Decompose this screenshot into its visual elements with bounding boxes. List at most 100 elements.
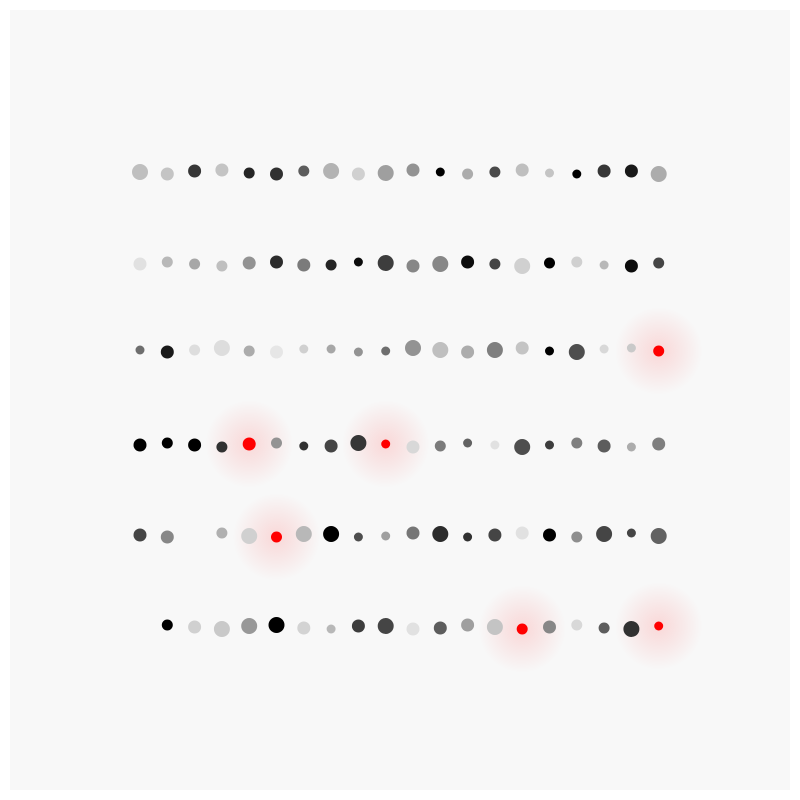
grid-dot (434, 440, 446, 452)
grid-dot (406, 440, 420, 454)
grid-dot (650, 166, 667, 182)
grid-dot (490, 440, 500, 450)
grid-dot (543, 620, 556, 634)
grid-dot (377, 618, 394, 634)
grid-dot (243, 167, 255, 179)
grid-dot (324, 439, 338, 453)
grid-dot (216, 260, 228, 272)
grid-dot (461, 345, 475, 359)
grid-dot (243, 345, 255, 357)
grid-dot (189, 344, 201, 356)
grid-dot (626, 343, 636, 353)
grid-dot (514, 258, 531, 274)
grid-dot (597, 164, 611, 178)
grid-dot (515, 526, 529, 540)
grid-dot (189, 258, 201, 270)
grid-dot (599, 260, 609, 270)
highlight-dot (271, 531, 282, 543)
grid-dot (406, 259, 420, 273)
grid-dot (462, 168, 474, 180)
grid-dot (571, 437, 583, 449)
grid-dot (623, 621, 640, 637)
grid-dot (299, 344, 309, 354)
grid-dot (406, 526, 420, 540)
grid-dot (161, 619, 173, 631)
grid-dot (213, 621, 230, 637)
grid-dot (270, 345, 283, 359)
grid-dot (215, 163, 229, 177)
grid-dot (353, 257, 363, 267)
grid-dot (543, 528, 556, 542)
grid-dot (161, 437, 173, 449)
grid-dot (326, 344, 336, 354)
grid-dot (571, 619, 583, 631)
grid-dot (326, 624, 336, 634)
grid-dot (160, 345, 174, 359)
grid-dot (133, 257, 147, 271)
grid-dot (216, 527, 228, 539)
grid-dot (295, 526, 312, 542)
grid-dot (160, 167, 174, 181)
dot-layer (132, 163, 667, 637)
grid-dot (486, 619, 503, 635)
highlight-dot (653, 345, 665, 357)
grid-dot (271, 437, 282, 449)
grid-dot (624, 259, 638, 273)
grid-dot (381, 531, 391, 541)
grid-dot (488, 528, 502, 542)
grid-dot (596, 526, 613, 542)
grid-dot (241, 528, 258, 544)
grid-dot (133, 528, 147, 542)
grid-dot (432, 342, 449, 358)
highlight-dot (516, 623, 528, 635)
grid-dot (650, 528, 667, 544)
grid-dot (323, 163, 340, 179)
grid-dot (652, 437, 666, 451)
grid-dot (489, 166, 501, 178)
grid-dot (514, 439, 531, 455)
grid-dot (463, 438, 473, 448)
grid-dot (323, 526, 340, 542)
grid-dot (188, 620, 202, 634)
grid-dot (133, 438, 147, 452)
grid-dot (571, 531, 583, 543)
grid-dot (406, 622, 420, 636)
grid-dot (297, 621, 311, 635)
grid-dot (626, 528, 636, 538)
grid-dot (216, 441, 228, 453)
grid-dot (463, 532, 473, 542)
grid-dot (188, 164, 202, 178)
grid-dot (268, 617, 285, 633)
grid-dot (544, 257, 555, 269)
grid-dot (160, 530, 174, 544)
grid-dot (135, 345, 145, 355)
grid-dot (599, 344, 609, 354)
grid-dot (299, 441, 309, 451)
grid-dot (572, 169, 582, 179)
grid-dot (270, 167, 283, 181)
grid-dot (350, 435, 367, 451)
grid-dot (433, 621, 447, 635)
grid-dot (489, 258, 501, 270)
grid-dot (545, 168, 554, 178)
grid-dot (351, 619, 365, 633)
grid-dot (461, 618, 475, 632)
grid-dot (653, 257, 665, 269)
grid-dot (297, 258, 311, 272)
grid-dot (545, 440, 554, 450)
grid-dot (626, 442, 636, 452)
grid-dot (213, 340, 230, 356)
grid-dot (325, 259, 337, 271)
grid-dot (486, 342, 503, 358)
grid-dot (571, 256, 583, 268)
grid-dot (598, 622, 610, 634)
grid-dot (435, 167, 445, 177)
grid-dot (461, 255, 475, 269)
grid-dot (624, 164, 638, 178)
grid-dot (381, 346, 391, 356)
grid-dot (377, 255, 394, 271)
grid-dot (432, 256, 449, 272)
grid-dot (353, 347, 363, 357)
grid-dot (377, 165, 394, 181)
